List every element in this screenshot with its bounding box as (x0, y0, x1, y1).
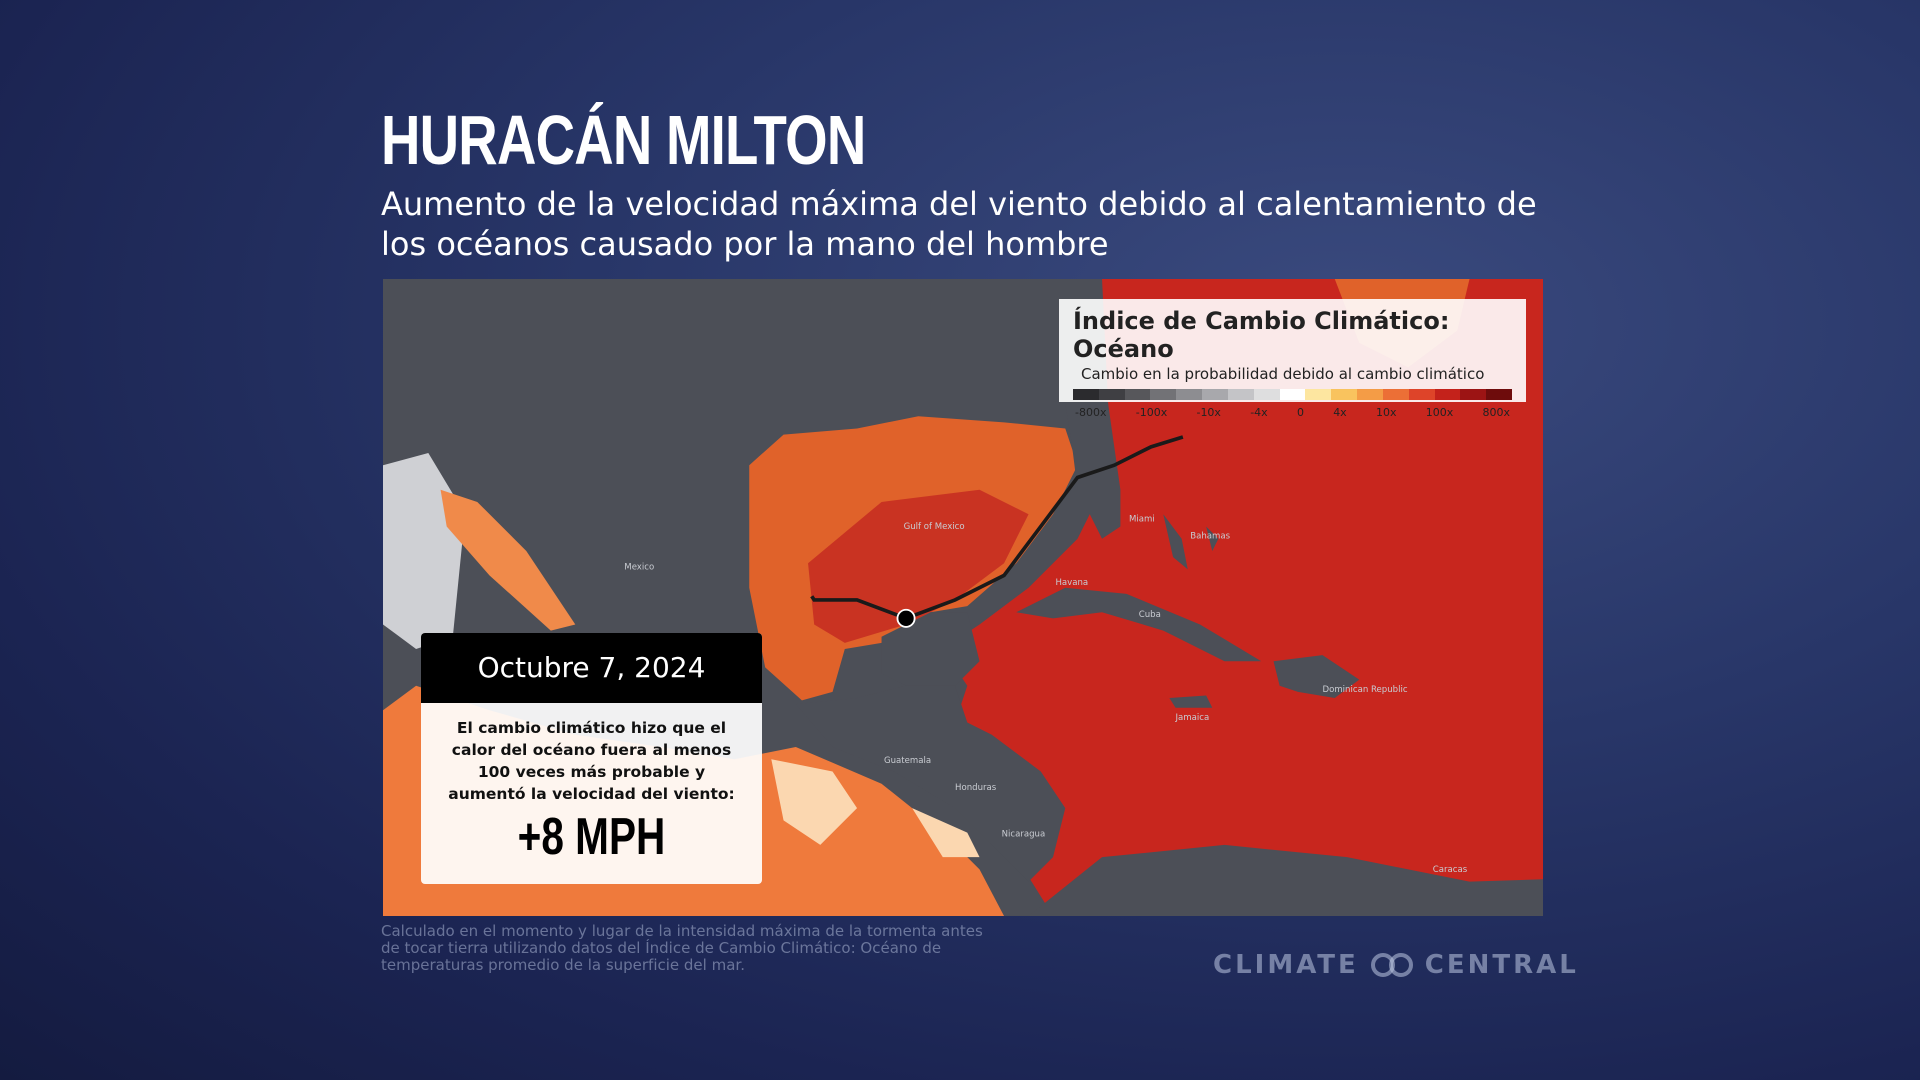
legend: Índice de Cambio Climático: Océano Cambi… (1059, 299, 1526, 419)
legend-label: -10x (1196, 406, 1221, 419)
storm-track (810, 435, 1184, 621)
map-label: Gulf of Mexico (904, 522, 965, 532)
south-america (1028, 844, 1543, 916)
legend-swatch (1331, 389, 1358, 400)
subtitle: Aumento de la velocidad máxima del vient… (381, 185, 1537, 263)
footnote: Calculado en el momento y lugar de la in… (381, 922, 983, 974)
callout-value: +8 MPH (517, 808, 666, 866)
atlantic-ocean (942, 279, 1543, 916)
pacific-cool (771, 759, 980, 858)
map-label: Cuba (1139, 610, 1161, 620)
callout-text: El cambio climático hizo que el calor de… (448, 719, 735, 803)
map-label: Jamaica (1175, 713, 1210, 723)
map-label: Miami (1129, 515, 1155, 525)
legend-swatch (1460, 389, 1487, 400)
legend-swatch (1279, 389, 1306, 400)
legend-scale (1073, 389, 1513, 400)
callout: Octubre 7, 2024 El cambio climático hizo… (421, 633, 762, 884)
legend-labels: -800x -100x -10x -4x 0 4x 10x 100x 800x (1073, 406, 1512, 419)
legend-label: 10x (1375, 406, 1397, 419)
cuba (1016, 587, 1262, 662)
legend-label: 800x (1482, 406, 1510, 419)
legend-swatch (1434, 389, 1461, 400)
logo-icon (1370, 953, 1413, 977)
legend-label: 100x (1425, 406, 1454, 419)
gulf-warm-core (808, 489, 1029, 643)
legend-label: -100x (1135, 406, 1168, 419)
legend-swatch (1150, 389, 1177, 400)
legend-swatch (1176, 389, 1203, 400)
legend-label: 4x (1333, 406, 1347, 419)
title: HURACÁN MILTON (381, 101, 866, 179)
legend-swatch (1382, 389, 1409, 400)
legend-label: 0 (1296, 406, 1304, 419)
legend-swatch (1202, 389, 1228, 400)
bahamas (1163, 514, 1219, 570)
legend-swatch (1073, 389, 1099, 400)
legend-swatch (1486, 389, 1513, 400)
central-america (795, 685, 1066, 882)
logo: CLIMATE CENTRAL (1213, 950, 1579, 980)
map-label: Dominican Republic (1323, 685, 1408, 695)
map-label: Nicaragua (1002, 829, 1046, 839)
legend-swatch (1124, 389, 1151, 400)
legend-swatch (1305, 389, 1332, 400)
islands (1169, 655, 1360, 708)
map-label: Honduras (955, 783, 997, 793)
legend-swatch (1227, 389, 1254, 400)
map-label: Havana (1055, 578, 1088, 588)
legend-swatch (1098, 389, 1125, 400)
map-label: Bahamas (1190, 532, 1230, 542)
legend-label: -4x (1250, 406, 1268, 419)
gulf-california (440, 489, 576, 631)
legend-label: -800x (1075, 406, 1107, 419)
legend-swatch (1408, 389, 1435, 400)
storm-icon (896, 608, 916, 628)
yucatan (881, 612, 980, 686)
logo-text: CENTRAL (1424, 950, 1579, 980)
legend-subtitle: Cambio en la probabilidad debido al camb… (1081, 365, 1485, 383)
legend-swatch (1253, 389, 1280, 400)
map-label: Guatemala (884, 756, 931, 766)
callout-date: Octubre 7, 2024 (421, 633, 762, 703)
legend-swatch (1357, 389, 1383, 400)
map-label: Mexico (624, 562, 654, 572)
legend-title: Índice de Cambio Climático: Océano (1073, 307, 1450, 363)
map-label: Caracas (1433, 865, 1468, 875)
logo-text: CLIMATE (1213, 950, 1359, 980)
